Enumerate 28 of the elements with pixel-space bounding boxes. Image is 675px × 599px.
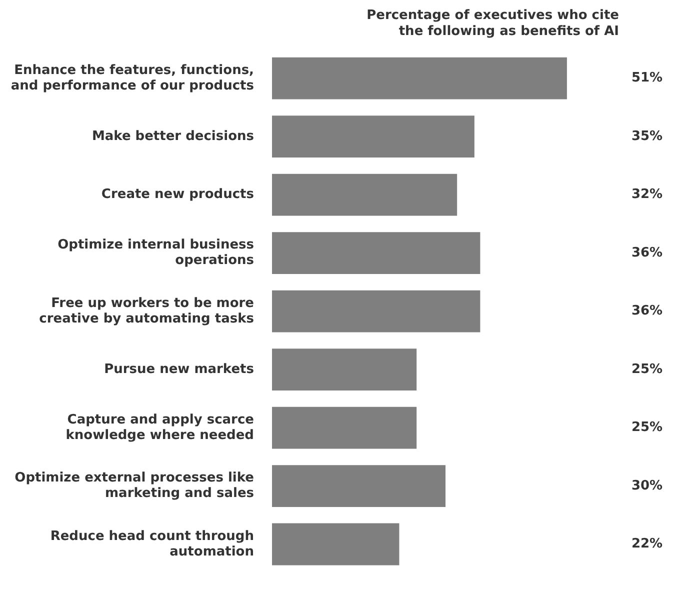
y-tick-label: Capture and apply scarce knowledge where needed [66,412,254,443]
y-tick-label: Reduce head count through automation [50,528,254,560]
y-tick-label: Optimize external processes like marketing and sales [14,470,254,502]
data-label: 51% [631,70,663,86]
y-tick-label: Make better decisions [92,128,254,144]
y-tick-label: Create new products [101,187,254,202]
y-tick-label: Optimize internal business operations [58,238,254,268]
data-label: 32% [631,187,663,202]
y-tick-label: Enhance the features, functions, and performance of our products [10,62,254,94]
y-tick-label: Pursue new markets [104,362,254,377]
bar [272,290,480,332]
data-label: 22% [631,536,663,552]
bar [272,465,446,507]
chart-title: Percentage of executives who cite the following as benefits of AI [366,8,620,39]
bar [272,232,480,274]
y-tick-label: Free up workers to be more creative by automating tasks [39,296,254,326]
bar [272,406,417,449]
bar [272,57,567,100]
data-label: 35% [631,128,663,144]
bar [272,174,458,216]
bar [272,116,474,158]
bar [272,523,400,566]
data-label: 36% [631,245,663,260]
data-label: 25% [631,362,663,377]
data-label: 25% [631,420,663,436]
bar [272,348,417,391]
data-label: 30% [631,478,663,494]
data-label: 36% [631,304,663,319]
